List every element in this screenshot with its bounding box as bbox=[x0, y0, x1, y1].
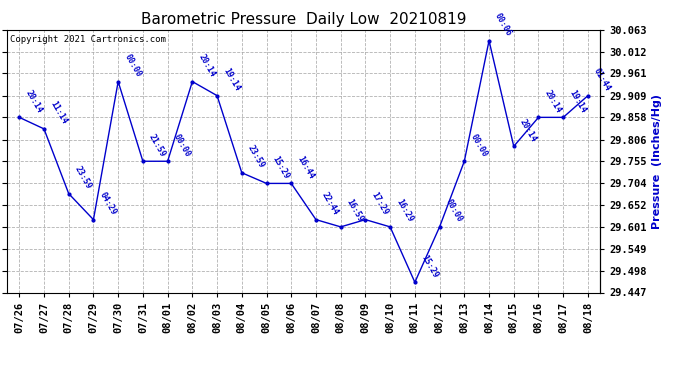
Text: 23:59: 23:59 bbox=[73, 165, 93, 191]
Text: 16:59: 16:59 bbox=[345, 198, 365, 224]
Text: 00:00: 00:00 bbox=[172, 132, 192, 159]
Text: 19:14: 19:14 bbox=[567, 88, 588, 115]
Text: 00:06: 00:06 bbox=[493, 12, 513, 38]
Text: 17:29: 17:29 bbox=[370, 191, 390, 217]
Title: Barometric Pressure  Daily Low  20210819: Barometric Pressure Daily Low 20210819 bbox=[141, 12, 466, 27]
Text: Copyright 2021 Cartronics.com: Copyright 2021 Cartronics.com bbox=[10, 35, 166, 44]
Text: 21:59: 21:59 bbox=[147, 132, 168, 159]
Text: 00:00: 00:00 bbox=[122, 53, 143, 79]
Text: 11:14: 11:14 bbox=[48, 100, 68, 126]
Text: 22:44: 22:44 bbox=[320, 191, 340, 217]
Text: 20:14: 20:14 bbox=[518, 117, 538, 144]
Text: 20:14: 20:14 bbox=[197, 53, 217, 79]
Text: 16:44: 16:44 bbox=[295, 154, 316, 181]
Y-axis label: Pressure  (Inches/Hg): Pressure (Inches/Hg) bbox=[652, 94, 662, 229]
Text: 20:14: 20:14 bbox=[23, 88, 43, 115]
Text: 00:00: 00:00 bbox=[444, 198, 464, 224]
Text: 15:29: 15:29 bbox=[419, 254, 440, 279]
Text: 00:00: 00:00 bbox=[469, 132, 489, 159]
Text: 04:29: 04:29 bbox=[97, 191, 118, 217]
Text: 15:29: 15:29 bbox=[270, 154, 291, 181]
Text: 20:14: 20:14 bbox=[542, 88, 563, 115]
Text: 19:14: 19:14 bbox=[221, 67, 242, 93]
Text: 01:44: 01:44 bbox=[592, 67, 613, 93]
Text: 16:29: 16:29 bbox=[394, 198, 415, 224]
Text: 23:59: 23:59 bbox=[246, 144, 266, 170]
